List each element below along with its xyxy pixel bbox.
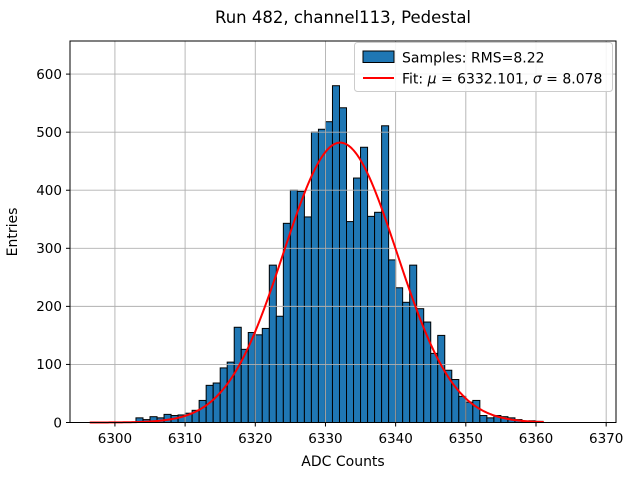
y-tick-label: 200 <box>36 299 62 315</box>
fit-curve-layer <box>89 141 545 424</box>
histogram-bar <box>212 382 221 424</box>
legend-fit-sigma-symbol: σ <box>533 72 543 88</box>
histogram-bar <box>388 259 397 423</box>
x-tick-label: 6370 <box>589 431 623 447</box>
histogram-bar <box>458 395 467 423</box>
legend-fit-sigma-value: = 8.078 <box>542 72 603 88</box>
legend-samples-label: Samples: RMS=8.22 <box>402 51 545 67</box>
x-tick-label: 6320 <box>238 431 272 447</box>
histogram-bar <box>303 216 312 423</box>
legend-samples-swatch <box>362 50 395 63</box>
histogram-bar <box>317 128 326 423</box>
legend-box <box>354 42 613 92</box>
histogram-bar <box>219 367 228 424</box>
y-tick-label: 600 <box>36 67 62 83</box>
chart-title: Run 482, channel113, Pedestal <box>215 8 471 27</box>
histogram-bar <box>296 190 305 423</box>
histogram-bar <box>331 85 340 424</box>
histogram-bar <box>275 315 284 423</box>
histogram-bar <box>360 146 369 423</box>
fit-curve <box>89 141 545 424</box>
histogram-bar <box>226 361 235 423</box>
legend: Samples: RMS=8.22 Fit: μ = 6332.101, σ =… <box>354 42 613 92</box>
histogram-bar <box>233 326 242 423</box>
histogram-bar <box>465 401 474 423</box>
histogram-bar <box>198 399 207 423</box>
histogram-bar <box>437 334 446 423</box>
histogram-bar <box>367 215 376 423</box>
axes-frame <box>69 40 617 423</box>
histogram-bar <box>395 287 404 423</box>
y-tick-label: 400 <box>36 183 62 199</box>
histogram-bar <box>353 177 362 423</box>
legend-fit-prefix: Fit: <box>402 72 428 88</box>
legend-fit-label: Fit: μ = 6332.101, σ = 8.078 <box>402 72 602 88</box>
histogram-bar <box>346 221 355 423</box>
histogram-bar <box>374 211 383 423</box>
histogram-bar <box>381 125 390 423</box>
histogram-bar <box>472 399 481 423</box>
histogram-bar <box>402 301 411 423</box>
histogram-bar <box>486 417 495 424</box>
histogram-bar <box>479 415 488 423</box>
y-tick-label: 300 <box>36 241 62 257</box>
x-tick-label: 6350 <box>449 431 483 447</box>
y-axis-label: Entries <box>5 208 21 257</box>
x-tick-label: 6360 <box>519 431 553 447</box>
x-axis-label: ADC Counts <box>301 454 384 470</box>
y-tick-label: 500 <box>36 125 62 141</box>
ticks-layer: 6300 6310 6320 6330 6340 6350 6360 6370 0 100 200 3… <box>36 67 623 447</box>
histogram-bar <box>430 352 439 423</box>
y-tick-label: 0 <box>53 415 62 431</box>
x-tick-label: 6340 <box>378 431 412 447</box>
histogram-bar <box>409 264 418 424</box>
histogram-bar <box>338 107 348 423</box>
y-tick-label: 100 <box>36 357 62 373</box>
legend-fit-mu-symbol: μ <box>427 72 437 88</box>
histogram-bar <box>324 121 333 424</box>
x-tick-label: 6330 <box>308 431 342 447</box>
histogram-bar <box>261 327 270 423</box>
legend-fit-mu-value: = 6332.101, <box>437 72 533 88</box>
x-tick-label: 6310 <box>168 431 202 447</box>
x-tick-label: 6300 <box>98 431 132 447</box>
histogram-bar <box>254 334 263 424</box>
